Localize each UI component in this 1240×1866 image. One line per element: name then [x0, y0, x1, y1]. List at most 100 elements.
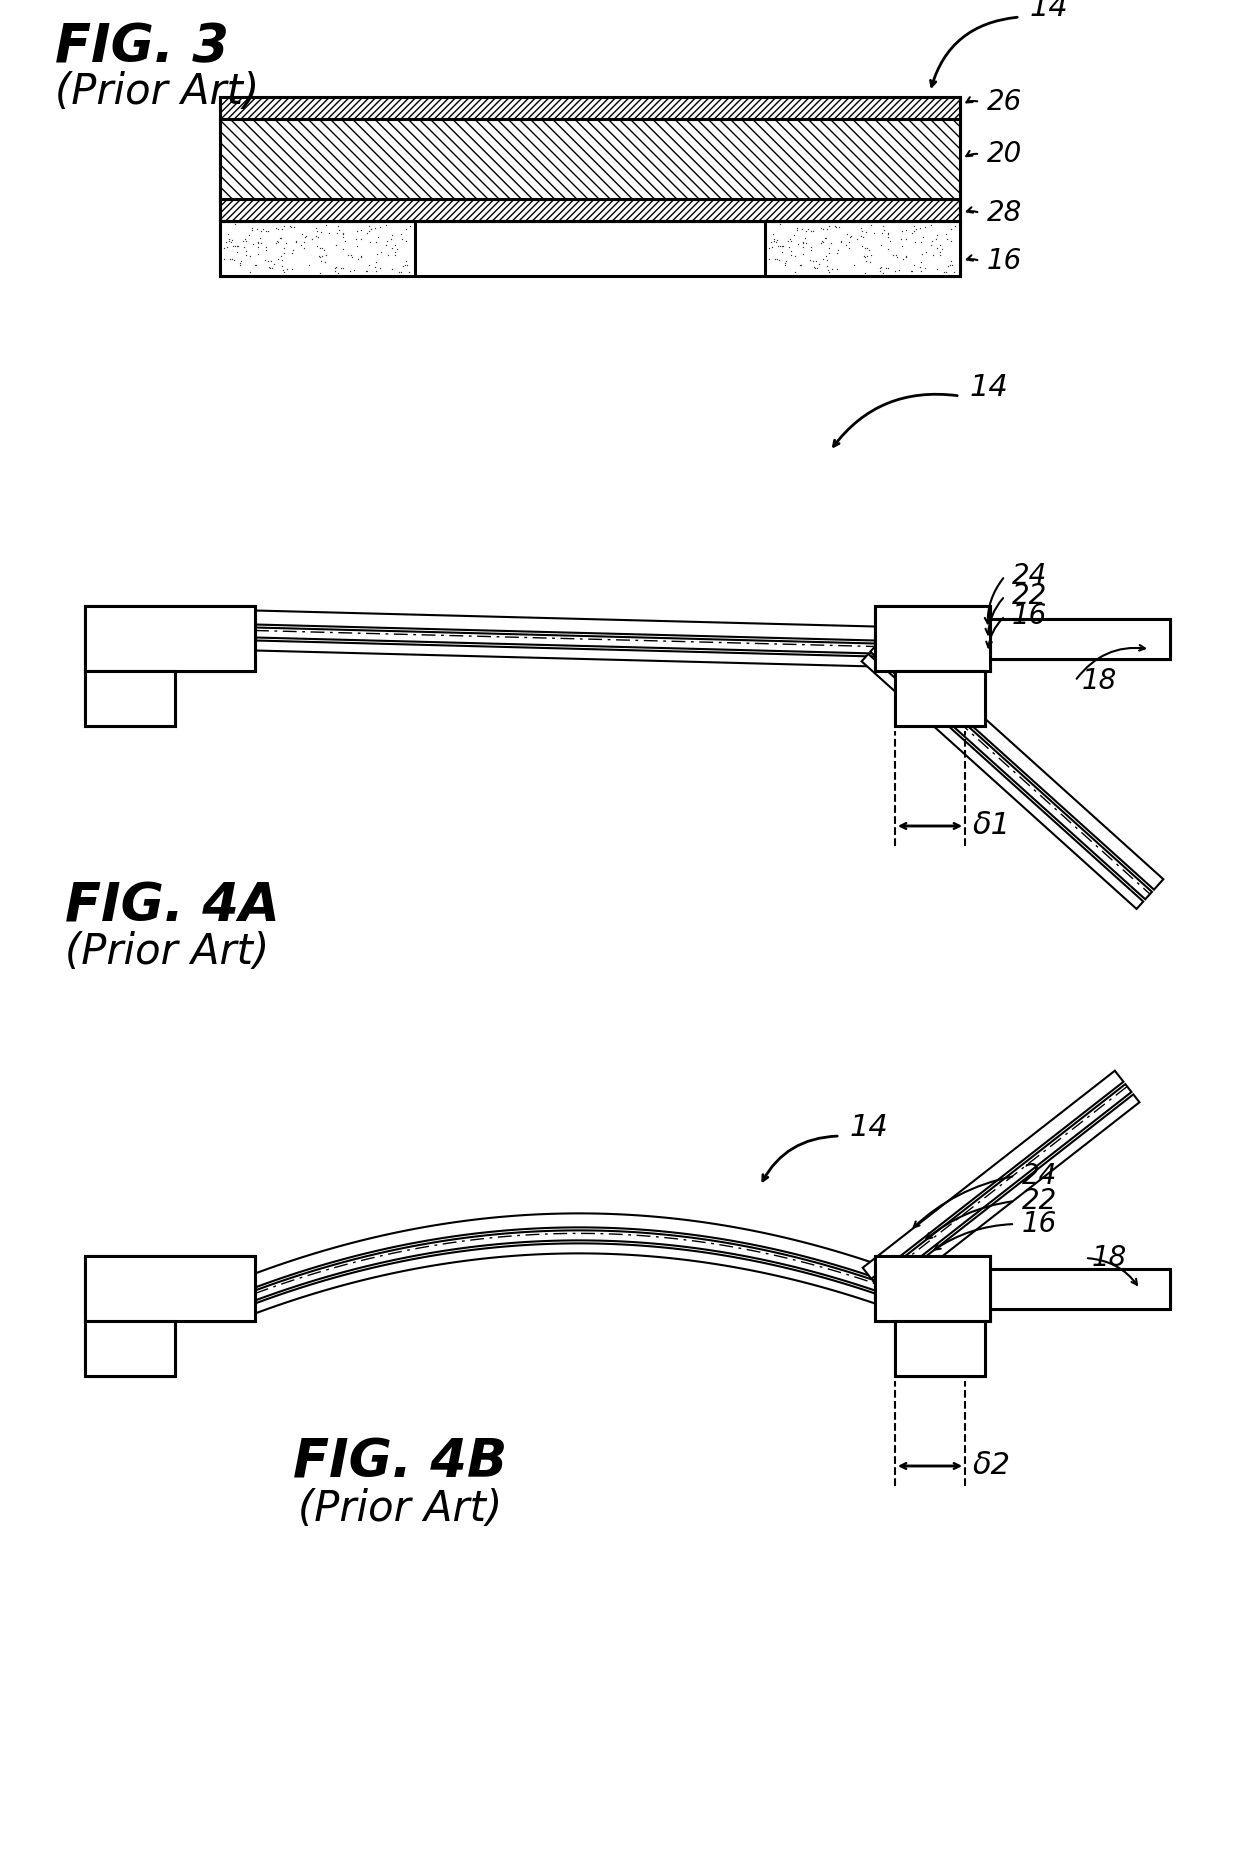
Point — [913, 239, 932, 269]
Point — [854, 233, 874, 263]
Point — [303, 224, 322, 254]
Bar — [990, 620, 1171, 659]
Point — [816, 241, 836, 271]
Point — [243, 230, 263, 259]
Point — [397, 250, 417, 280]
Text: FIG. 4A: FIG. 4A — [64, 881, 280, 933]
Point — [854, 241, 874, 271]
Point — [937, 224, 957, 254]
Text: 14: 14 — [1030, 0, 1069, 22]
Point — [347, 216, 367, 246]
Point — [219, 244, 239, 274]
Point — [246, 250, 265, 280]
Point — [257, 235, 277, 265]
Point — [820, 233, 839, 263]
Polygon shape — [255, 1243, 875, 1314]
Point — [878, 254, 898, 284]
Point — [836, 230, 856, 259]
Point — [351, 241, 371, 271]
Point — [332, 233, 352, 263]
Point — [818, 239, 838, 269]
Text: 26: 26 — [987, 88, 1022, 116]
Point — [231, 250, 250, 280]
Point — [262, 254, 281, 284]
Point — [921, 226, 941, 256]
Point — [874, 215, 894, 244]
Point — [861, 248, 880, 278]
Point — [804, 246, 823, 276]
Text: 24: 24 — [1022, 1163, 1058, 1191]
Point — [248, 215, 268, 244]
Point — [934, 258, 954, 287]
Polygon shape — [255, 640, 875, 666]
Point — [366, 246, 386, 276]
Point — [923, 241, 942, 271]
Point — [796, 216, 816, 246]
Text: 14: 14 — [970, 373, 1009, 403]
Point — [910, 252, 930, 282]
Point — [862, 211, 882, 241]
Point — [392, 258, 412, 287]
Point — [232, 246, 252, 276]
Point — [319, 218, 339, 248]
Point — [295, 222, 315, 252]
Point — [795, 222, 815, 252]
Point — [872, 252, 892, 282]
Point — [936, 218, 956, 248]
Point — [248, 233, 268, 263]
Point — [911, 256, 931, 285]
Point — [234, 231, 254, 261]
Point — [895, 224, 915, 254]
Point — [280, 213, 300, 243]
Point — [246, 250, 265, 280]
Point — [852, 216, 872, 246]
Point — [286, 226, 306, 256]
Point — [892, 216, 911, 246]
Point — [250, 222, 270, 252]
Point — [362, 215, 382, 244]
Point — [283, 254, 303, 284]
Bar — [219, 97, 960, 220]
Point — [274, 233, 294, 263]
Point — [857, 241, 877, 271]
Point — [286, 226, 306, 256]
Point — [277, 254, 296, 284]
Point — [768, 231, 787, 261]
Point — [229, 248, 249, 278]
Text: δ1: δ1 — [973, 812, 1011, 840]
Point — [794, 228, 813, 258]
Point — [773, 237, 792, 267]
Polygon shape — [879, 631, 1163, 890]
Point — [826, 211, 846, 241]
Point — [859, 235, 879, 265]
Point — [273, 215, 293, 244]
Point — [930, 239, 950, 269]
Point — [936, 258, 956, 287]
Point — [928, 254, 947, 284]
Polygon shape — [882, 1093, 1140, 1299]
Polygon shape — [255, 1213, 875, 1288]
Point — [945, 211, 965, 241]
Point — [378, 241, 398, 271]
Point — [371, 237, 391, 267]
Bar — [86, 1256, 255, 1321]
Point — [258, 246, 278, 276]
Point — [305, 220, 325, 250]
Point — [857, 233, 877, 263]
Point — [325, 254, 345, 284]
Point — [775, 248, 795, 278]
Point — [906, 215, 926, 244]
Point — [873, 211, 893, 241]
Point — [897, 241, 916, 271]
Point — [764, 224, 784, 254]
Point — [217, 231, 237, 261]
Text: 22: 22 — [1012, 582, 1048, 610]
Point — [804, 216, 823, 246]
Point — [365, 252, 384, 282]
Point — [770, 231, 790, 261]
Point — [781, 226, 801, 256]
Point — [397, 246, 417, 276]
Point — [916, 237, 936, 267]
Point — [857, 246, 877, 276]
Point — [776, 246, 796, 276]
